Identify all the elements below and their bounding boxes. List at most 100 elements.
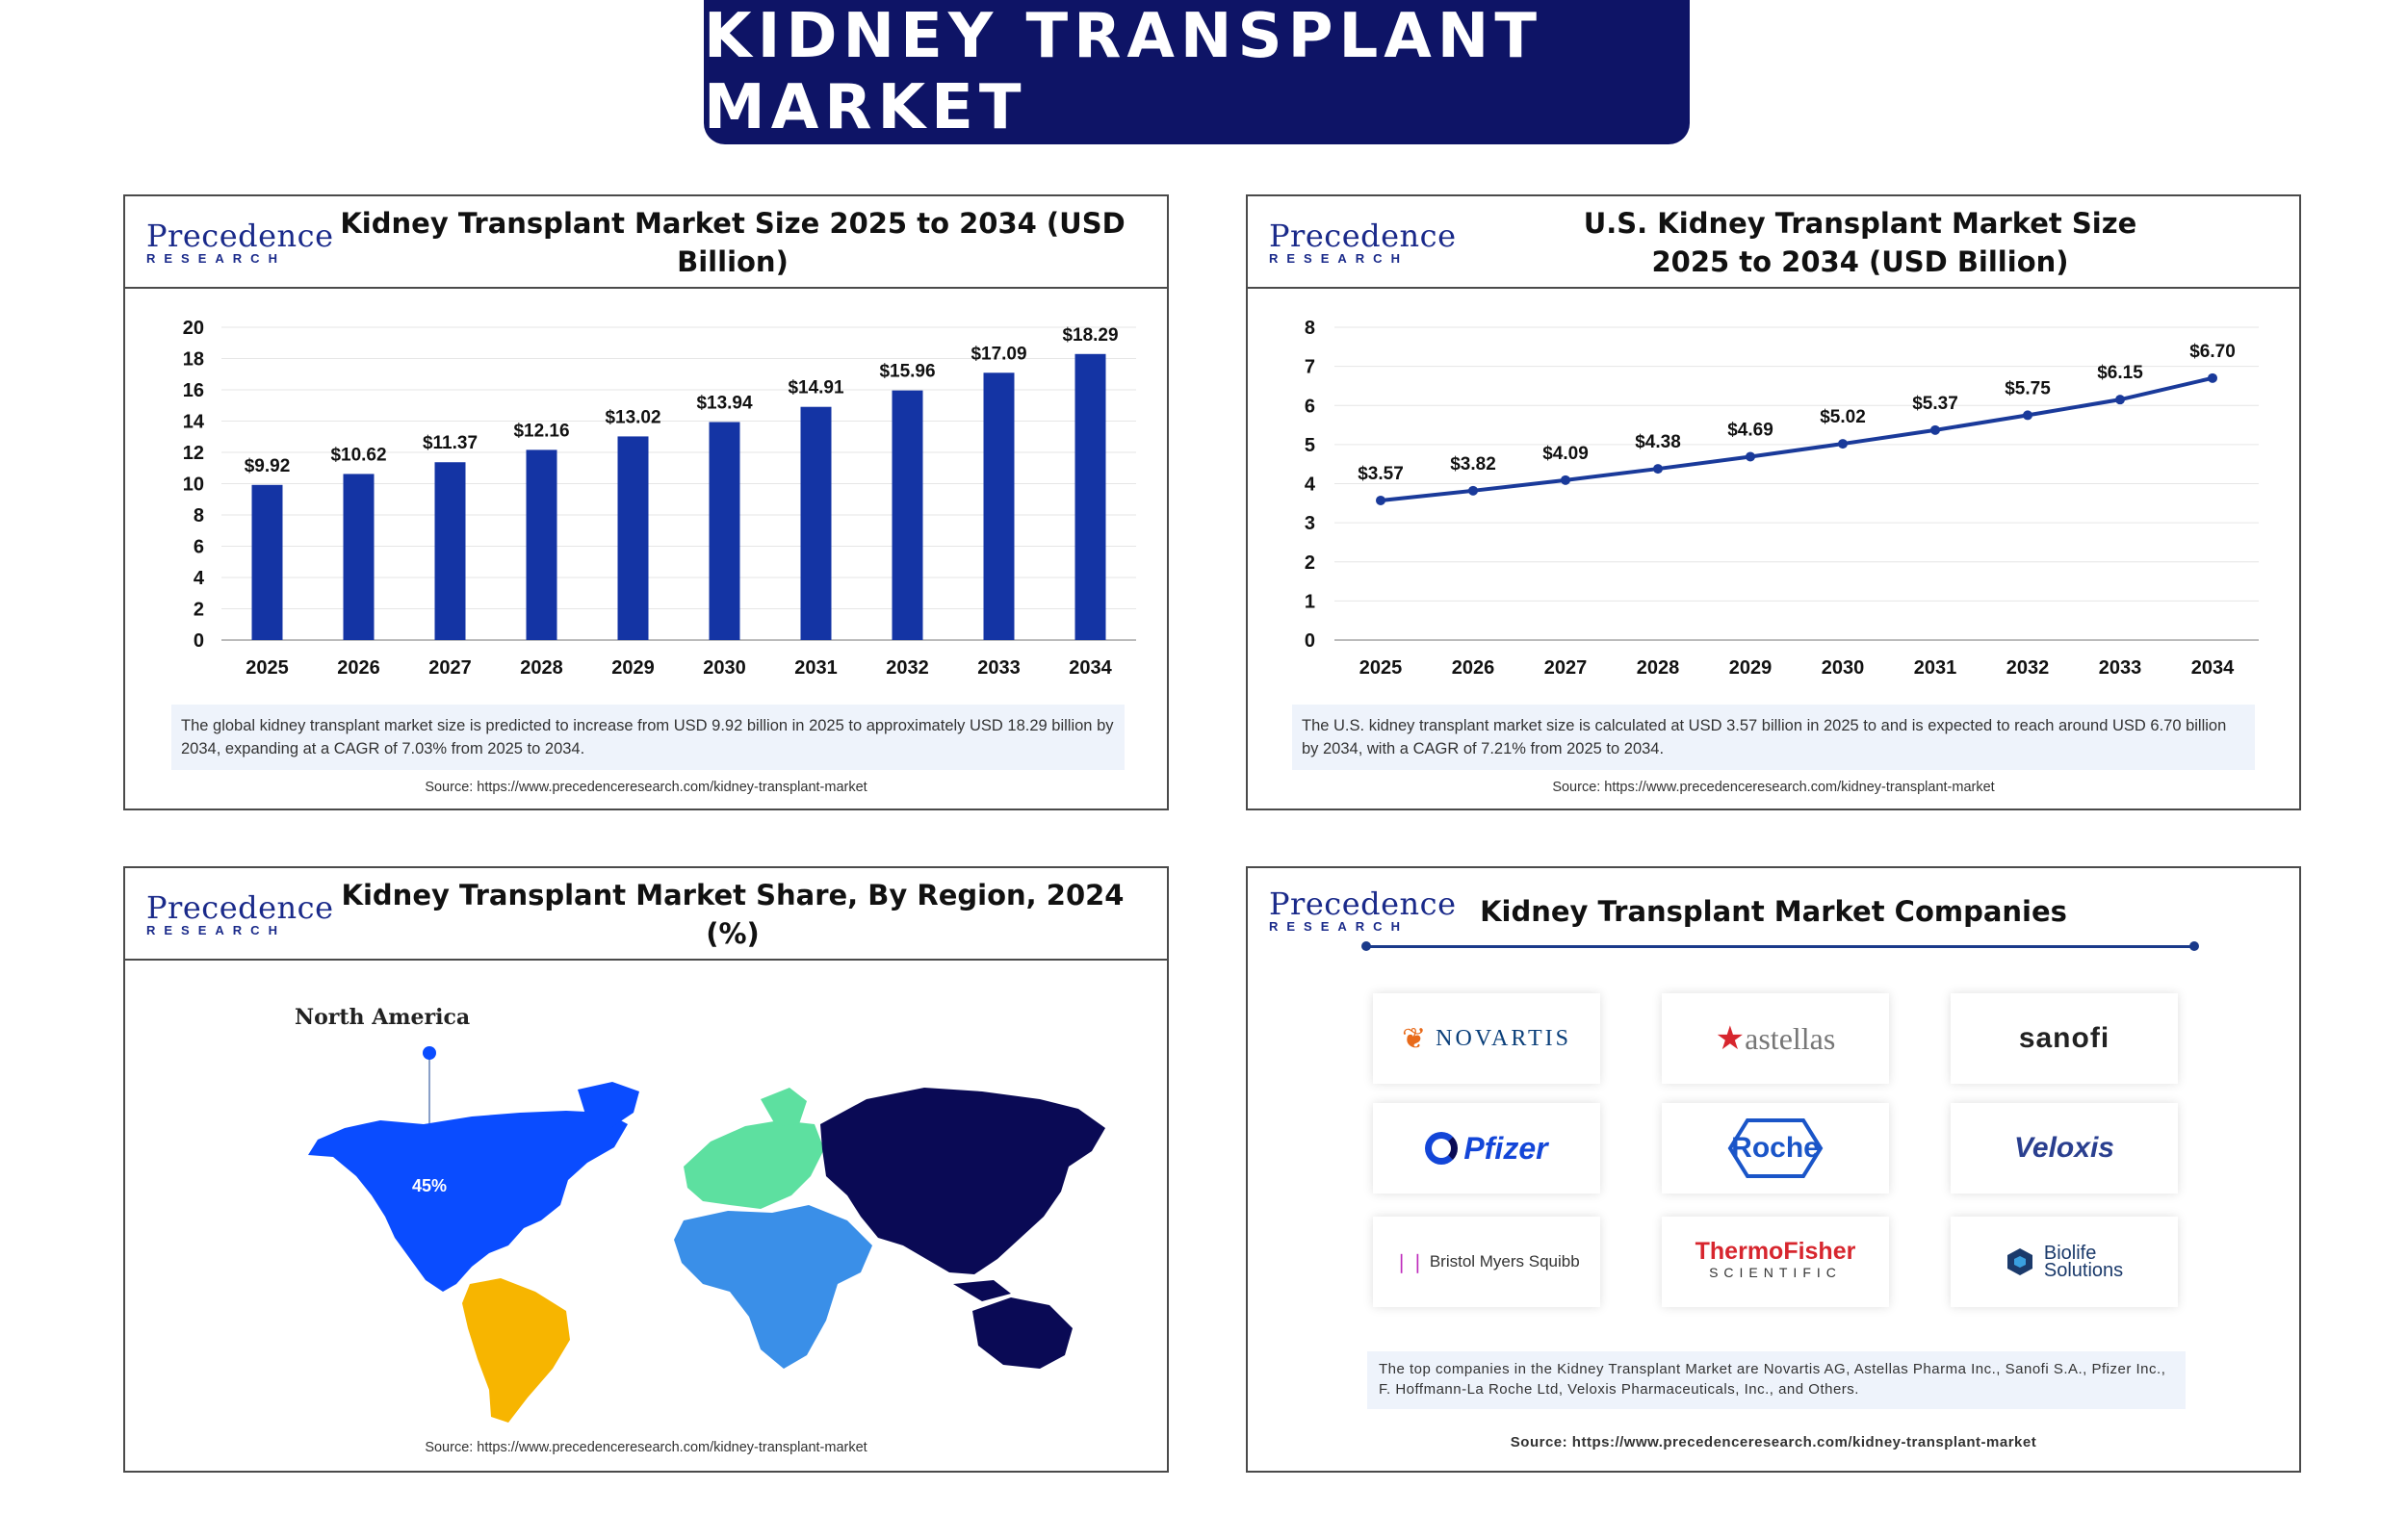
bar — [251, 484, 283, 640]
y-tick-label: 1 — [1305, 591, 1315, 612]
bar — [1074, 353, 1106, 640]
us-market-size-panel: Precedence RESEARCH U.S. Kidney Transpla… — [1246, 194, 2301, 810]
company-name: Biolife — [2043, 1243, 2097, 1264]
y-tick-label: 10 — [183, 475, 204, 496]
point-value-label: $6.15 — [2097, 363, 2143, 383]
bar — [434, 462, 466, 640]
bms-icon: ❘❘ — [1393, 1251, 1426, 1273]
y-tick-label: 5 — [1305, 435, 1315, 456]
x-tick-label: 2026 — [337, 657, 380, 679]
logo-sub: RESEARCH — [146, 923, 286, 937]
x-tick-label: 2034 — [2191, 657, 2235, 679]
data-point — [1561, 475, 1570, 485]
precedence-research-logo: Precedence RESEARCH — [1269, 887, 1456, 937]
company-name-wrap: Biolife Solutions — [2043, 1243, 2124, 1281]
panel-title: Kidney Transplant Market Share, By Regio… — [341, 879, 1125, 950]
companies-panel: Precedence RESEARCH Kidney Transplant Ma… — [1246, 866, 2301, 1473]
y-tick-label: 18 — [183, 349, 204, 371]
source-text: Source: https://www.precedenceresearch.c… — [1510, 1434, 2037, 1450]
logo-sub: RESEARCH — [1269, 251, 1409, 266]
company-logo-veloxis: Veloxis — [1951, 1103, 2178, 1194]
data-point — [1376, 495, 1385, 505]
precedence-research-logo: Precedence RESEARCH — [146, 889, 334, 941]
y-tick-label: 4 — [194, 568, 205, 589]
y-tick-label: 14 — [183, 412, 205, 433]
x-tick-label: 2030 — [1822, 657, 1865, 679]
x-tick-label: 2033 — [2099, 657, 2142, 679]
company-logo-biolife: Biolife Solutions — [1951, 1217, 2178, 1307]
chart-note: The U.S. kidney transplant market size i… — [1292, 705, 2255, 770]
company-subname: SCIENTIFIC — [1709, 1265, 1842, 1280]
us-market-line-chart: 0 1 2 3 4 5 6 7 8 $3.57 2025 $3.82 2026 $4.09 2027 $4.3… — [1305, 318, 2259, 679]
y-tick-label: 16 — [183, 380, 204, 401]
precedence-research-logo: Precedence RESEARCH — [146, 219, 333, 270]
source-text: Source: https://www.precedenceresearch.c… — [1552, 780, 1995, 795]
y-tick-label: 0 — [1305, 630, 1315, 652]
company-logo-sanofi: sanofi — [1951, 993, 2178, 1084]
page-title-banner: KIDNEY TRANSPLANT MARKET — [704, 0, 1690, 144]
point-value-label: $4.09 — [1542, 444, 1589, 464]
point-value-label: $4.69 — [1727, 420, 1773, 440]
pfizer-pill-icon — [1425, 1132, 1459, 1165]
company-logo-pfizer: Pfizer — [1373, 1103, 1600, 1194]
region-share-panel: Precedence RESEARCH Kidney Transplant Ma… — [123, 866, 1169, 1473]
panel-header: Precedence RESEARCH U.S. Kidney Transpla… — [1248, 196, 2299, 289]
global-market-size-panel: Precedence RESEARCH Kidney Transplant Ma… — [123, 194, 1169, 810]
point-value-label: $5.37 — [1912, 394, 1958, 414]
panel-header: Precedence RESEARCH Kidney Transplant Ma… — [125, 196, 1167, 289]
y-tick-label: 6 — [194, 537, 204, 558]
y-tick-label: 12 — [183, 443, 204, 464]
north-america-share-label: 45% — [412, 1176, 447, 1195]
company-name: Veloxis — [2014, 1132, 2114, 1164]
north-america-callout-label: North America — [295, 1005, 471, 1030]
source-text: Source: https://www.precedenceresearch.c… — [425, 1440, 867, 1455]
page-title: KIDNEY TRANSPLANT MARKET — [704, 1, 1542, 143]
company-logo-roche: Roche — [1662, 1103, 1889, 1194]
y-tick-label: 7 — [1305, 357, 1315, 378]
data-point — [2208, 372, 2217, 383]
data-point — [1838, 439, 1848, 449]
data-point — [1930, 424, 1940, 435]
logo-name: Precedence — [1269, 218, 1457, 254]
panel-title: Kidney Transplant Market Companies — [1480, 895, 2067, 928]
x-tick-label: 2027 — [1544, 657, 1588, 679]
bar-value-label: $12.16 — [513, 421, 569, 441]
logo-sub: RESEARCH — [146, 251, 286, 266]
x-tick-label: 2028 — [1637, 657, 1680, 679]
bar — [709, 422, 740, 640]
south-america-region — [462, 1278, 570, 1423]
company-subname: Solutions — [2043, 1260, 2124, 1281]
data-point — [2023, 410, 2032, 421]
data-point — [1653, 464, 1663, 475]
series-line — [1380, 375, 2213, 502]
x-tick-label: 2028 — [520, 657, 563, 679]
bar-value-label: $13.94 — [696, 393, 753, 413]
world-region-map: 45% — [308, 1046, 1105, 1423]
x-tick-label: 2032 — [2006, 657, 2050, 679]
panel-header: Precedence RESEARCH Kidney Transplant Ma… — [1248, 868, 2299, 961]
y-tick-label: 4 — [1305, 475, 1316, 496]
bar-value-label: $17.09 — [971, 344, 1026, 364]
bar-value-label: $18.29 — [1062, 325, 1118, 346]
bar — [617, 436, 649, 640]
x-tick-label: 2030 — [703, 657, 746, 679]
africa-middle-east-region — [674, 1205, 872, 1369]
point-value-label: $4.38 — [1635, 432, 1681, 452]
company-name: Bristol Myers Squibb — [1429, 1252, 1580, 1270]
x-tick-label: 2026 — [1452, 657, 1495, 679]
company-logo-thermo-fisher: ThermoFisher SCIENTIFIC — [1662, 1217, 1889, 1307]
y-tick-label: 8 — [194, 505, 204, 526]
point-value-label: $5.02 — [1820, 407, 1866, 427]
source-text: Source: https://www.precedenceresearch.c… — [425, 780, 867, 795]
company-logo-astellas: ★ astellas — [1662, 993, 1889, 1084]
y-tick-label: 2 — [194, 600, 204, 621]
logo-name: Precedence — [146, 889, 334, 926]
logo-sub: RESEARCH — [1269, 919, 1409, 934]
x-tick-label: 2025 — [1359, 657, 1403, 679]
company-name-wrap: ThermoFisher SCIENTIFIC — [1695, 1240, 1856, 1283]
x-tick-label: 2025 — [246, 657, 289, 679]
company-logo-novartis: ❦ NOVARTIS — [1373, 993, 1600, 1084]
title-underline — [1361, 941, 2199, 951]
astellas-star-icon: ★ — [1715, 1020, 1746, 1057]
point-value-label: $3.57 — [1358, 464, 1404, 484]
